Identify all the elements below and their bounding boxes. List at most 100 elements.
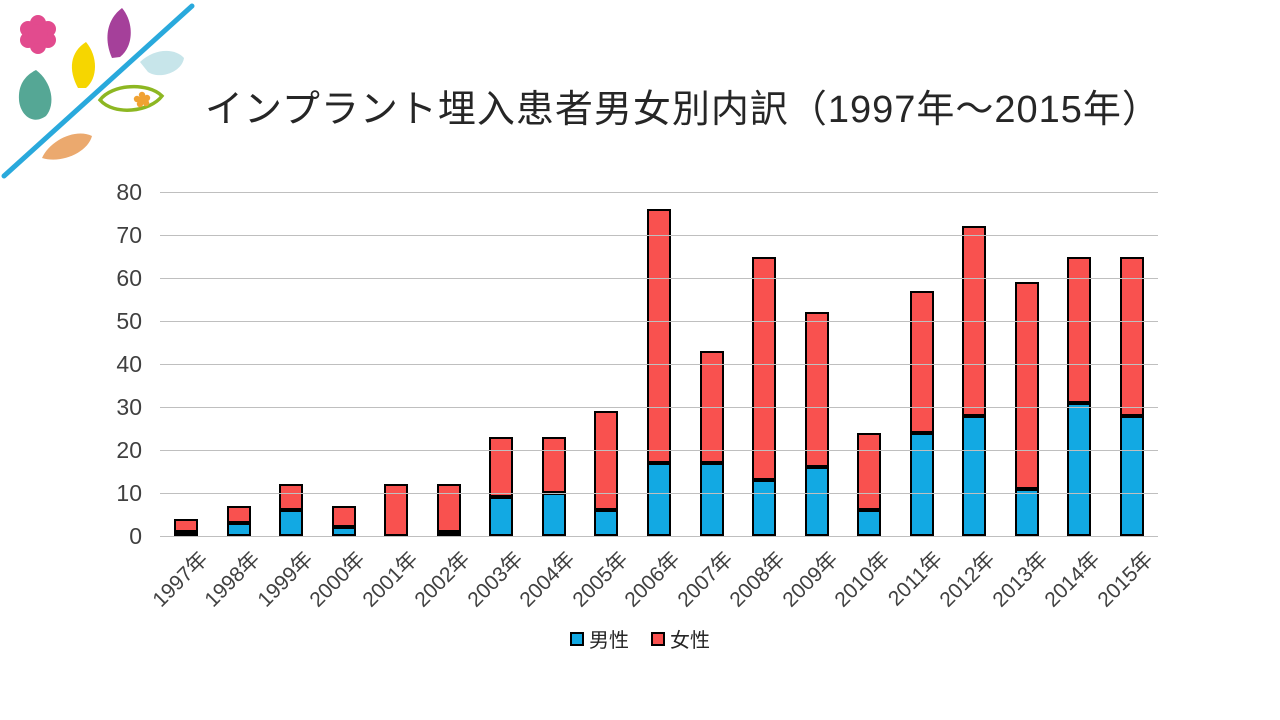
plot-area xyxy=(160,191,1158,537)
y-tick-label-30: 30 xyxy=(116,394,142,420)
y-tick-label-40: 40 xyxy=(116,351,142,377)
bar-segment-female-2010年 xyxy=(857,432,882,511)
bar-2005年 xyxy=(594,411,619,536)
x-axis: 1997年 1998年 1999年 2000年 2001年 2002年 2003年 2004年… xyxy=(148,542,1158,632)
bar-segment-female-2004年 xyxy=(541,437,566,493)
x-tick-label-2010年: 2010年 xyxy=(830,547,895,612)
bars-container xyxy=(160,192,1158,536)
bar-segment-male-2011年 xyxy=(909,432,934,536)
y-tick-label-70: 70 xyxy=(116,222,142,248)
bar-2014年 xyxy=(1067,256,1092,537)
x-tick-label-2001年: 2001年 xyxy=(358,547,423,612)
bar-2008年 xyxy=(752,256,777,537)
chart-title: インプラント埋入患者男女別内訳（1997年～2015年） xyxy=(205,89,1161,131)
bar-2013年 xyxy=(1014,282,1039,536)
gridline-20 xyxy=(160,449,1158,451)
x-tick-label-2009年: 2009年 xyxy=(778,547,843,612)
y-tick-label-0: 0 xyxy=(129,523,142,549)
bar-2004年 xyxy=(541,437,566,536)
legend: 男性 女性 xyxy=(0,624,1280,653)
bar-segment-male-2006年 xyxy=(647,462,671,536)
diagonal-line xyxy=(1,3,195,179)
bar-2010年 xyxy=(857,432,882,536)
bar-segment-female-1999年 xyxy=(279,484,304,511)
gridline-50 xyxy=(160,320,1158,322)
purple-leaf-icon xyxy=(107,8,131,58)
bar-segment-female-2008年 xyxy=(752,256,777,481)
bar-segment-female-2005年 xyxy=(594,411,619,511)
bar-segment-female-2014年 xyxy=(1067,256,1092,403)
bar-segment-male-2013年 xyxy=(1014,488,1039,536)
x-tick-label-1999年: 1999年 xyxy=(252,547,318,612)
x-tick-label-2004年: 2004年 xyxy=(515,547,580,612)
bar-2003年 xyxy=(489,437,514,536)
teal-leaf-icon xyxy=(18,70,52,120)
bar-segment-male-2015年 xyxy=(1119,415,1144,536)
x-tick-label-2005年: 2005年 xyxy=(568,547,633,612)
bar-2002年 xyxy=(436,484,461,536)
bar-2012年 xyxy=(962,226,987,536)
bar-segment-male-2012年 xyxy=(962,415,987,536)
x-tick-label-2003年: 2003年 xyxy=(463,547,528,612)
bar-2000年 xyxy=(331,505,356,536)
y-axis: 0 10 20 30 40 50 60 70 80 xyxy=(0,179,150,549)
bar-segment-male-2004年 xyxy=(541,493,566,536)
y-tick-label-80: 80 xyxy=(116,179,142,205)
x-tick-label-1998年: 1998年 xyxy=(200,547,265,612)
lightblue-drop-icon xyxy=(140,50,184,76)
gridline-40 xyxy=(160,363,1158,365)
bar-segment-male-2005年 xyxy=(594,510,619,536)
bar-segment-female-2006年 xyxy=(647,209,671,463)
x-tick-label-2015年: 2015年 xyxy=(1093,547,1158,612)
gridline-10 xyxy=(160,492,1158,494)
bar-segment-male-2002年 xyxy=(436,531,461,536)
bar-segment-male-2003年 xyxy=(489,497,514,536)
bar-2009年 xyxy=(804,312,829,536)
pink-flower-icon xyxy=(20,15,56,54)
bar-segment-male-2009年 xyxy=(804,467,829,536)
bar-1997年 xyxy=(174,518,199,536)
bar-2015年 xyxy=(1119,256,1144,537)
x-tick-label-2006年: 2006年 xyxy=(620,547,685,612)
legend-swatch-female xyxy=(651,631,665,646)
y-tick-label-10: 10 xyxy=(116,480,142,506)
gridline-0 xyxy=(160,535,1158,537)
legend-item-male: 男性 xyxy=(570,624,629,653)
gridline-60 xyxy=(160,277,1158,279)
x-tick-label-2014年: 2014年 xyxy=(1040,547,1106,612)
bar-2006年 xyxy=(647,209,671,536)
bar-segment-female-1998年 xyxy=(226,505,251,524)
bar-segment-male-1997年 xyxy=(174,531,199,536)
orange-flower-icon xyxy=(133,91,151,108)
x-tick-label-2002年: 2002年 xyxy=(410,547,475,612)
bar-segment-male-1999年 xyxy=(279,510,304,536)
bar-2007年 xyxy=(699,351,724,536)
bar-segment-female-2011年 xyxy=(909,290,934,433)
bar-segment-female-2000年 xyxy=(331,505,356,528)
bar-segment-female-2003年 xyxy=(489,437,514,498)
bar-segment-male-2000年 xyxy=(331,527,356,536)
x-tick-label-2011年: 2011年 xyxy=(884,547,948,611)
bar-segment-female-1997年 xyxy=(174,518,199,532)
x-tick-label-2012年: 2012年 xyxy=(935,547,1000,612)
bar-segment-male-2014年 xyxy=(1067,402,1092,536)
x-tick-label-1997年: 1997年 xyxy=(147,547,213,612)
bar-segment-male-2008年 xyxy=(752,480,777,536)
legend-label-female: 女性 xyxy=(670,630,710,652)
x-tick-label-2008年: 2008年 xyxy=(725,547,790,612)
legend-label-male: 男性 xyxy=(589,630,629,652)
gridline-80 xyxy=(160,191,1158,193)
bar-segment-male-1998年 xyxy=(226,523,251,536)
y-tick-label-20: 20 xyxy=(116,437,142,463)
gridline-70 xyxy=(160,234,1158,236)
y-tick-label-50: 50 xyxy=(116,308,142,334)
bar-segment-female-2015年 xyxy=(1119,256,1144,416)
legend-swatch-male xyxy=(570,631,584,646)
bar-segment-female-2002年 xyxy=(436,484,461,532)
bar-segment-female-2013年 xyxy=(1014,282,1039,489)
orange-leaf-icon xyxy=(42,133,92,160)
x-tick-label-2007年: 2007年 xyxy=(673,547,738,612)
bar-segment-female-2009年 xyxy=(804,312,829,468)
